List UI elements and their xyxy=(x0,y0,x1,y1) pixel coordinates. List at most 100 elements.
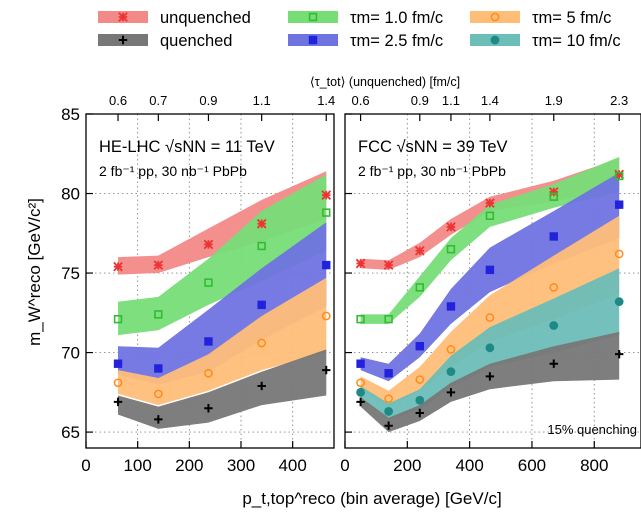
x-tick-label: 200 xyxy=(393,456,421,475)
legend-marker xyxy=(308,12,318,22)
point-tau1 xyxy=(356,314,365,324)
point-tau25 xyxy=(415,342,424,351)
point-tau25 xyxy=(614,200,624,209)
point-tau10 xyxy=(384,407,394,416)
band-quenched xyxy=(118,349,327,429)
point-tau1 xyxy=(257,241,266,251)
point-unquenched xyxy=(203,239,214,250)
point-tau10 xyxy=(485,343,495,353)
x-tick-label: 600 xyxy=(518,456,546,475)
point-tau1 xyxy=(204,278,213,287)
quenching-annotation: 15% quenching xyxy=(547,422,637,437)
point-tau25 xyxy=(204,337,213,346)
plot-frame xyxy=(344,113,641,449)
point-quenched xyxy=(154,415,163,424)
panel-subtitle: 2 fb⁻¹ pp, 30 nb⁻¹ PbPb xyxy=(358,163,506,179)
point-tau25 xyxy=(257,300,266,310)
point-quenched xyxy=(549,359,558,368)
point-tau10 xyxy=(446,367,456,377)
x-tick-label: 0 xyxy=(81,456,90,475)
top-tick-label: 1.1 xyxy=(442,93,460,108)
point-unquenched xyxy=(548,187,559,197)
band-quenched xyxy=(360,331,620,433)
legend-entry-tau25: τm= 2.5 fm/c xyxy=(288,32,443,50)
top-tick-label: 1.1 xyxy=(253,93,271,108)
point-tau25 xyxy=(485,265,495,275)
legend: unquenched τm= 1.0 fm/c τm= 5 fm/c quenched… xyxy=(98,9,621,50)
point-tau5 xyxy=(485,313,495,322)
point-quenched xyxy=(204,404,213,413)
point-quenched xyxy=(614,349,624,359)
plot-area xyxy=(355,156,625,433)
top-tick-label: 1.9 xyxy=(545,93,563,108)
legend-band-swatch xyxy=(288,11,338,23)
axis-ticks: 0 100 200 300 400 65 70 75 80 85 0.6 0.7 0.9 1.1 1.4 xyxy=(61,93,335,475)
point-tau25 xyxy=(384,369,393,378)
band-tau1 xyxy=(118,174,327,336)
x-tick-label: 800 xyxy=(580,456,608,475)
point-unquenched xyxy=(383,260,394,270)
point-unquenched xyxy=(614,169,625,180)
legend-marker xyxy=(308,35,318,45)
point-tau1 xyxy=(322,208,331,217)
point-tau25 xyxy=(356,359,365,368)
point-tau5 xyxy=(415,375,425,384)
y-axis-label: m_W^reco [GeV/c²] xyxy=(25,198,44,346)
point-unquenched xyxy=(113,261,123,272)
point-unquenched xyxy=(321,190,332,200)
band-unquenched xyxy=(118,171,327,275)
point-unquenched xyxy=(414,245,425,256)
point-tau1 xyxy=(485,211,495,220)
panel-he-lhc: 0 100 200 300 400 65 70 75 80 85 0.6 0.7 0.9 1.1 1.4 HE… xyxy=(61,93,335,475)
x-tick-label: 200 xyxy=(175,456,203,475)
point-unquenched xyxy=(355,258,366,269)
top-tick-label: 0.7 xyxy=(149,93,167,108)
point-tau5 xyxy=(384,394,393,404)
legend-label: quenched xyxy=(160,32,233,50)
point-tau1 xyxy=(446,244,456,254)
top-tick-label: 0.9 xyxy=(199,93,217,108)
top-tick-label: 0.6 xyxy=(352,93,370,108)
point-tau25 xyxy=(113,359,123,368)
top-tick-label: 1.4 xyxy=(317,93,335,108)
y-tick-label: 80 xyxy=(61,185,80,204)
legend-label: unquenched xyxy=(160,9,251,27)
panel-subtitle: 2 fb⁻¹ pp, 30 nb⁻¹ PbPb xyxy=(99,163,247,179)
top-tick-label: 1.4 xyxy=(481,93,499,108)
point-quenched xyxy=(356,397,365,407)
point-tau5 xyxy=(153,389,163,399)
legend-entry-quenched: quenched xyxy=(98,32,233,50)
point-tau5 xyxy=(614,249,624,259)
axis-ticks: 0 200 400 600 800 0.6 0.9 1.1 1.4 1.9 2.3 xyxy=(340,93,628,475)
x-tick-label: 100 xyxy=(123,456,151,475)
legend-entry-tau1: τm= 1.0 fm/c xyxy=(288,9,443,27)
point-tau10 xyxy=(415,395,425,405)
legend-marker xyxy=(490,12,500,22)
y-tick-label: 75 xyxy=(61,264,80,283)
point-tau10 xyxy=(549,321,559,330)
point-quenched xyxy=(415,408,424,418)
point-unquenched xyxy=(256,218,267,229)
legend-band-swatch xyxy=(470,11,520,23)
point-quenched xyxy=(446,388,456,397)
panel-title: HE-LHC √sNN = 11 TeV xyxy=(99,138,275,156)
panel-title: FCC √sNN = 39 TeV xyxy=(358,138,508,156)
point-tau5 xyxy=(549,283,559,292)
x-axis-label: p_t,top^reco (bin average) [GeV/c] xyxy=(242,489,501,508)
band-tau1 xyxy=(360,156,620,324)
x-tick-label: 400 xyxy=(455,456,483,475)
legend-label: τm= 2.5 fm/c xyxy=(350,32,443,50)
point-quenched xyxy=(113,397,123,407)
plot-frame xyxy=(85,113,335,449)
point-unquenched xyxy=(446,222,456,232)
point-tau25 xyxy=(322,260,331,270)
band-tau25 xyxy=(118,222,327,385)
point-quenched xyxy=(322,365,331,375)
x-tick-label: 400 xyxy=(278,456,306,475)
point-tau1 xyxy=(614,171,624,181)
legend-entry-unquenched: unquenched xyxy=(98,9,251,27)
point-tau1 xyxy=(415,283,424,292)
legend-label: τm= 5 fm/c xyxy=(532,9,611,27)
band-tau25 xyxy=(360,172,620,382)
